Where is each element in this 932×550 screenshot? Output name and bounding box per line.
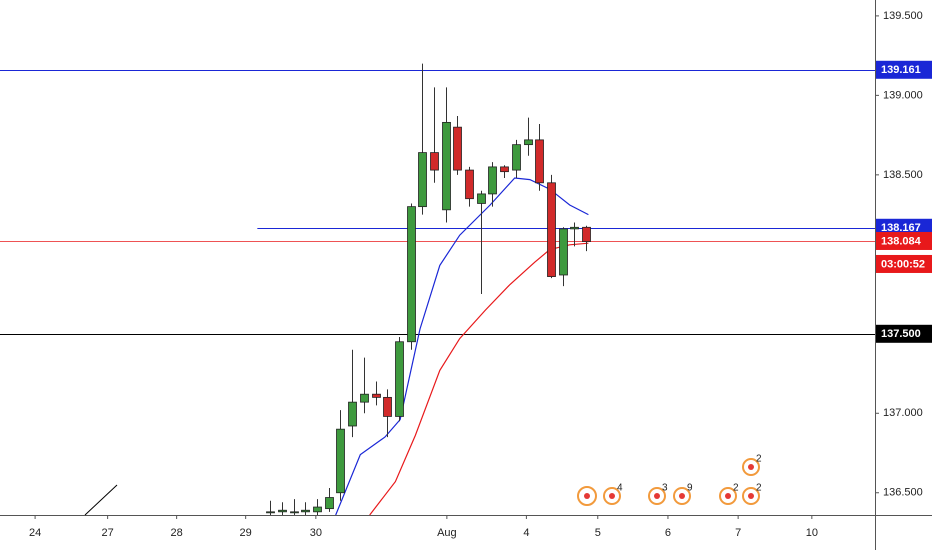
price-level-label: 139.161 — [881, 64, 921, 76]
event-dot — [609, 493, 615, 499]
candle-body — [453, 126, 462, 171]
countdown-label: 03:00:52 — [881, 258, 925, 270]
event-dot — [725, 493, 731, 499]
candle-body — [524, 139, 533, 146]
event-count: 9 — [687, 483, 693, 494]
event-icon[interactable]: 2 — [742, 454, 762, 476]
candle-body — [535, 139, 544, 184]
candle-body — [407, 206, 416, 343]
candle-body — [582, 226, 591, 243]
event-icon[interactable]: 9 — [673, 483, 693, 505]
candle-body — [360, 393, 369, 403]
event-icons — [577, 486, 597, 506]
x-tick-label: 7 — [735, 527, 741, 539]
candle-body — [512, 144, 521, 171]
event-icon[interactable]: 2 — [742, 483, 762, 505]
candle-body — [559, 228, 568, 276]
x-tick-label: 30 — [310, 527, 322, 539]
y-tick-label: 138.500 — [883, 169, 923, 181]
x-tick-label: 10 — [806, 527, 818, 539]
candle-body — [290, 511, 299, 514]
x-tick-label: 27 — [101, 527, 113, 539]
candle-body — [570, 226, 579, 230]
candle-body — [477, 193, 486, 204]
x-tick-label: 5 — [595, 527, 601, 539]
x-tick-label: Aug — [437, 527, 457, 539]
x-tick-label: 6 — [665, 527, 671, 539]
event-icon[interactable]: 3 — [648, 483, 668, 505]
candle-body — [547, 182, 556, 277]
candle-body — [395, 341, 404, 417]
candle-body — [383, 396, 392, 417]
event-dot — [654, 493, 660, 499]
countdown-label-box — [876, 254, 932, 273]
candle-body — [430, 152, 439, 171]
event-dot — [748, 464, 754, 470]
candle-body — [418, 152, 427, 208]
candle-body — [372, 393, 381, 398]
event-dot — [584, 493, 590, 499]
candle-body — [442, 121, 451, 211]
candle-body — [500, 166, 509, 173]
candle-body — [336, 428, 345, 494]
x-tick-label: 4 — [523, 527, 529, 539]
price-level-label: 138.084 — [881, 235, 922, 247]
candle-body — [348, 401, 357, 427]
y-tick-label: 139.500 — [883, 10, 923, 22]
candle-body — [278, 509, 287, 513]
moving-average-line — [369, 242, 589, 515]
y-tick-label: 136.500 — [883, 487, 923, 499]
event-count: 2 — [756, 483, 762, 494]
x-tick-label: 24 — [29, 527, 41, 539]
trend-line-drawing — [84, 484, 118, 516]
candle-body — [325, 497, 334, 510]
event-count: 2 — [733, 483, 739, 494]
candle-body — [313, 506, 322, 513]
price-level-label: 137.500 — [881, 328, 921, 340]
event-count: 4 — [617, 483, 623, 494]
event-icon[interactable]: 2 — [719, 483, 739, 505]
plot-area — [0, 63, 875, 515]
y-tick-label: 139.000 — [883, 89, 923, 101]
event-dot — [748, 493, 754, 499]
candle-body — [301, 509, 310, 513]
price-level-label: 138.167 — [881, 222, 921, 234]
event-dot — [679, 493, 685, 499]
price-level-label-box — [876, 324, 932, 343]
x-tick-label: 29 — [240, 527, 252, 539]
event-count: 2 — [756, 454, 762, 465]
y-tick-label: 137.000 — [883, 407, 923, 419]
candle-body — [465, 169, 474, 200]
event-count: 3 — [662, 483, 668, 494]
candle-body — [488, 166, 497, 195]
x-tick-label: 28 — [171, 527, 183, 539]
price-level-label-box — [876, 231, 932, 250]
price-level-label-box — [876, 60, 932, 79]
candle-body — [266, 511, 275, 514]
event-icon[interactable]: 4 — [603, 483, 623, 505]
